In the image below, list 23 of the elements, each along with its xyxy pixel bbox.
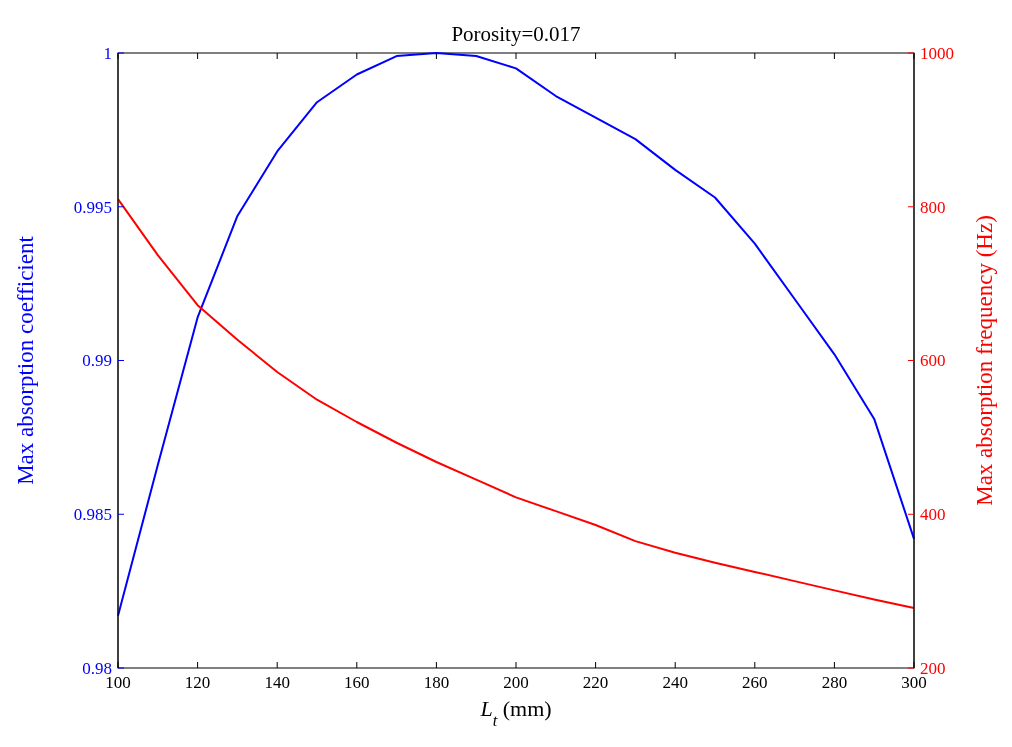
y-axis-title: Max absorption coefficient (13, 235, 38, 485)
x-tick-label: 160 (344, 673, 370, 692)
x-tick-label: 240 (662, 673, 688, 692)
y2-tick-label: 800 (920, 197, 946, 217)
y-tick-label: 1 (103, 43, 112, 63)
x-tick-label: 140 (264, 673, 290, 692)
y2-axis-title: Max absorption frequency (Hz) (972, 215, 997, 506)
x-tick-label: 200 (503, 673, 529, 692)
y-tick-label: 0.985 (73, 505, 112, 525)
x-axis-title: L$_{t}$ (mm) (479, 696, 552, 730)
y-tick-label: 0.995 (73, 197, 112, 217)
y2-tick-label: 600 (920, 351, 946, 371)
x-tick-label: 180 (423, 673, 450, 692)
x-tick-label: 260 (742, 673, 768, 692)
y2-tick-label: 400 (920, 505, 946, 525)
chart-title: Porosity=0.017 (451, 22, 581, 46)
y2-tick-label: 1000 (920, 43, 954, 63)
line-series (117, 198, 915, 610)
x-tick-label: 220 (582, 673, 609, 692)
x-tick-label: 120 (184, 673, 211, 692)
line-series (117, 52, 915, 617)
x-tick-label: 280 (821, 673, 848, 692)
y-tick-label: 0.99 (82, 351, 112, 371)
